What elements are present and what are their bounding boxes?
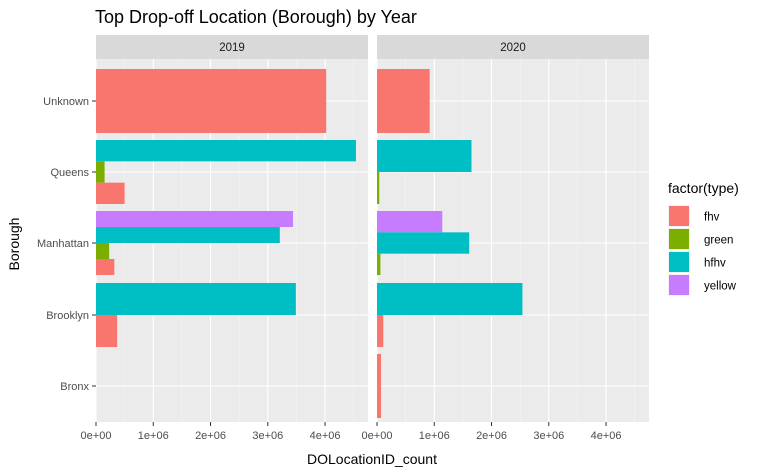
bar-manhattan-green [96, 243, 110, 259]
x-tick-label: 3e+06 [533, 430, 564, 442]
bar-queens-green [377, 172, 380, 204]
legend-label-yellow: yellow [704, 281, 737, 293]
x-tick-label: 0e+00 [81, 430, 112, 442]
y-tick-label: Bronx [60, 381, 89, 393]
facet-strip-label: 2020 [500, 42, 526, 54]
x-tick-label: 0e+00 [362, 430, 393, 442]
bar-manhattan-yellow [96, 211, 293, 227]
bar-brooklyn-fhv [377, 315, 384, 347]
y-tick-label: Unknown [43, 96, 89, 108]
x-tick-label: 2e+06 [476, 430, 507, 442]
x-tick-label: 3e+06 [252, 430, 283, 442]
bar-bronx-fhv [377, 354, 382, 418]
facet-strip [377, 35, 649, 59]
x-tick-label: 1e+06 [138, 430, 169, 442]
y-axis-title: Borough [6, 218, 22, 271]
bar-queens-hfhv [96, 140, 356, 162]
facet-2020: 2020 0e+00 1e+06 2e+06 3e+06 4e+06 [362, 35, 649, 442]
y-tick-label: Manhattan [37, 238, 89, 250]
facet-2019: 2019 0e+00 1e+06 2e+06 3e+06 4e+06 [81, 35, 368, 442]
legend-swatch-hfhv [669, 252, 689, 272]
bar-unknown-fhv [96, 69, 327, 133]
facet-strip-label: 2019 [219, 42, 245, 54]
legend-swatch-fhv [669, 206, 689, 226]
y-tick-label: Brooklyn [46, 310, 89, 322]
bar-manhattan-hfhv [377, 232, 470, 254]
bar-queens-hfhv [377, 140, 472, 172]
chart-title: Top Drop-off Location (Borough) by Year [95, 7, 417, 27]
bar-manhattan-hfhv [96, 227, 280, 243]
facet-panels: 2019 0e+00 1e+06 2e+06 3e+06 4e+06 2020 0e+00 1e… [37, 35, 649, 442]
x-tick-label: 1e+06 [419, 430, 450, 442]
bar-unknown-fhv [377, 69, 430, 133]
legend-label-fhv: fhv [704, 212, 720, 224]
legend-swatch-yellow [669, 275, 689, 295]
bar-manhattan-fhv [96, 259, 115, 275]
bar-manhattan-yellow [377, 211, 443, 233]
bar-brooklyn-hfhv [377, 283, 523, 315]
bar-manhattan-green [377, 253, 381, 275]
y-axis: Bronx Brooklyn Manhattan Queens Unknown [37, 96, 96, 393]
legend-title: factor(type) [668, 180, 739, 196]
legend-label-green: green [704, 235, 733, 247]
bar-queens-fhv [96, 182, 125, 204]
bar-brooklyn-fhv [96, 315, 118, 347]
bar-queens-green [96, 161, 105, 183]
y-tick-label: Queens [50, 167, 89, 179]
legend-label-hfhv: hfhv [704, 258, 726, 270]
legend-swatch-green [669, 229, 689, 249]
legend: factor(type) fhv green hfhv yellow [668, 180, 739, 296]
facet-strip [96, 35, 368, 59]
x-tick-label: 2e+06 [195, 430, 226, 442]
bar-brooklyn-hfhv [96, 283, 296, 315]
x-axis-title: DOLocationID_count [307, 451, 437, 467]
x-tick-label: 4e+06 [591, 430, 622, 442]
x-tick-label: 4e+06 [310, 430, 341, 442]
